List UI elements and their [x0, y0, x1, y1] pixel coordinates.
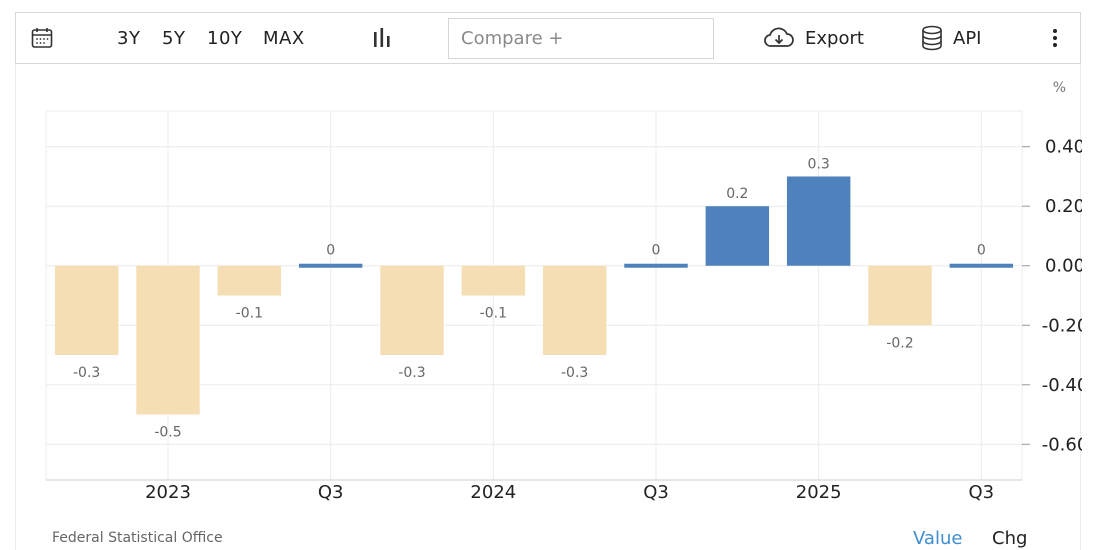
bar[interactable]: [380, 265, 444, 356]
y-tick-label: 0.00: [1045, 256, 1082, 277]
range-3y-button[interactable]: 3Y: [117, 27, 141, 49]
data-label: 0.2: [726, 186, 748, 202]
bar[interactable]: [705, 206, 770, 266]
source-label: Federal Statistical Office: [52, 530, 223, 546]
bar[interactable]: [136, 265, 200, 415]
bar[interactable]: [949, 263, 1014, 268]
x-tick-label: Q3: [643, 482, 669, 503]
data-label: -0.3: [561, 365, 588, 381]
api-label: API: [953, 27, 982, 49]
range-max-button[interactable]: MAX: [263, 27, 305, 49]
export-button[interactable]: Export: [763, 13, 864, 63]
tab-chg[interactable]: Chg: [992, 528, 1028, 549]
data-label: -0.1: [236, 306, 263, 322]
y-tick-label: 0.20: [1045, 196, 1082, 217]
range-10y-button[interactable]: 10Y: [207, 27, 243, 49]
data-label: -0.2: [886, 335, 913, 351]
chart-toolbar: 3Y 5Y 10Y MAX Export API: [15, 12, 1081, 64]
data-label: -0.3: [73, 365, 100, 381]
x-tick-label: 2023: [145, 482, 191, 503]
data-label: 0: [977, 243, 986, 259]
compare-input[interactable]: [448, 18, 714, 59]
x-tick-label: Q3: [318, 482, 344, 503]
bar[interactable]: [542, 265, 607, 356]
x-tick-label: 2025: [796, 482, 842, 503]
data-label: 0: [326, 243, 335, 259]
api-button[interactable]: API: [921, 13, 981, 63]
bar[interactable]: [461, 265, 526, 296]
y-tick-label: -0.40: [1042, 375, 1082, 396]
x-tick-label: Q3: [969, 482, 995, 503]
bar[interactable]: [786, 176, 851, 266]
tab-value[interactable]: Value: [913, 528, 963, 549]
calendar-icon[interactable]: [30, 13, 54, 63]
data-label: -0.1: [480, 306, 507, 322]
bar[interactable]: [217, 265, 282, 296]
data-label: 0.3: [808, 156, 830, 172]
more-vertical-icon[interactable]: [1051, 13, 1059, 63]
y-tick-label: -0.60: [1042, 434, 1082, 455]
bar-chart-icon[interactable]: [372, 13, 392, 63]
database-icon: [922, 25, 942, 51]
data-label: 0: [652, 243, 661, 259]
chart-panel: % 0.400.200.00-0.20-0.40-0.60 -0.3-0.5-0…: [15, 64, 1082, 550]
bar[interactable]: [624, 263, 688, 268]
x-tick-label: 2024: [470, 482, 516, 503]
export-label: Export: [805, 27, 864, 49]
y-unit-label: %: [1053, 80, 1066, 96]
data-label: -0.3: [398, 365, 425, 381]
bar-chart: % 0.400.200.00-0.20-0.40-0.60 -0.3-0.5-0…: [45, 80, 1082, 503]
y-tick-label: -0.20: [1042, 315, 1082, 336]
range-5y-button[interactable]: 5Y: [162, 27, 186, 49]
bar[interactable]: [54, 265, 119, 356]
bar[interactable]: [868, 265, 932, 326]
data-label: -0.5: [154, 425, 181, 441]
y-tick-label: 0.40: [1045, 137, 1082, 158]
bar-series: [54, 176, 1014, 415]
x-axis: 2023 Q3 2024 Q3 2025 Q3: [46, 479, 1022, 503]
y-axis: 0.40 0.20 0.00 -0.20 -0.40 -0.60: [1022, 137, 1082, 455]
bar[interactable]: [298, 263, 363, 268]
data-labels: -0.3 -0.5 -0.1 0 -0.3 -0.1 -0.3 0 0.2 0.3 -0.2 0: [73, 156, 986, 440]
cloud-download-icon: [764, 27, 794, 47]
